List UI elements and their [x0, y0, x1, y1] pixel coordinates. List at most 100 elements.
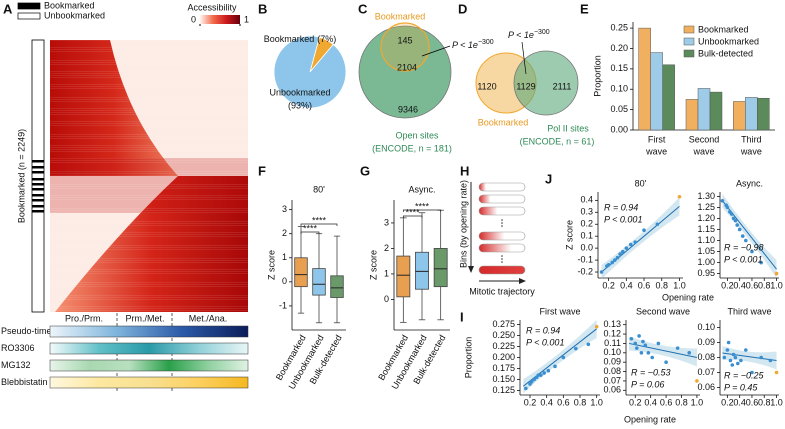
box [330, 275, 344, 298]
point [750, 249, 754, 254]
p-value: P < 1e−300 [508, 29, 550, 41]
box [433, 248, 448, 288]
x-tick-label: wave [692, 146, 714, 156]
y-tick-label: 0.10 [610, 84, 628, 94]
p-value-text: P < 1e [452, 40, 478, 50]
bookmark-stripe [32, 194, 44, 197]
panel-label: E [580, 1, 589, 16]
statistic: P < 0.001 [604, 214, 642, 224]
statistic: P = 0.45 [724, 382, 758, 392]
significance-bracket [300, 223, 338, 226]
y-tick-label: 1.05 [697, 246, 715, 256]
point [650, 355, 655, 360]
y-tick-label: 0.09 [697, 337, 715, 347]
y-tick-label: 0.10 [697, 322, 715, 332]
pie-label: Bookmarked (7%) [264, 34, 337, 44]
y-tick-label: 1.00 [697, 257, 715, 267]
set-note: (ENCODE, n = 61) [520, 136, 595, 146]
point [618, 252, 622, 256]
ellipsis-dot [501, 261, 503, 263]
y-axis-label: Z score [368, 250, 378, 280]
x-tick-label: 1.0 [673, 280, 686, 290]
bin [478, 182, 526, 192]
chart-title: Async. [408, 184, 435, 194]
bookmark-stripe [32, 210, 44, 213]
ellipsis-dot [501, 255, 503, 257]
y-tick-label: 0.150 [492, 374, 515, 384]
track-label: Pseudo-time [1, 326, 52, 336]
y-tick-label: 2 [282, 228, 287, 238]
point [599, 270, 604, 274]
x-tick-label: 0.2 [602, 280, 615, 290]
y-tick-label: 1.10 [697, 235, 715, 245]
point [722, 355, 727, 360]
y-tick-label: 0.06 [697, 382, 715, 392]
point [737, 227, 742, 232]
point [725, 205, 730, 210]
bar [638, 27, 651, 131]
point [546, 368, 551, 373]
y-tick-label: -1 [279, 300, 287, 310]
y-tick-label: 0.20 [610, 43, 628, 53]
point [768, 358, 773, 363]
bar [745, 97, 758, 131]
point [620, 249, 625, 254]
track-label: RO3306 [1, 343, 35, 353]
x-tick-label: 1.0 [770, 397, 783, 407]
confidence-band [601, 197, 680, 280]
point [728, 358, 733, 363]
box [312, 268, 326, 296]
bar [757, 97, 770, 131]
y-tick-label: 0 [282, 276, 287, 286]
pie-label: Unbookmarked [269, 87, 330, 97]
legend-swatch [17, 2, 41, 10]
point [774, 370, 779, 375]
bookmark-column [31, 39, 45, 313]
category-label: Bookmarked [264, 34, 315, 44]
point [610, 260, 614, 265]
bin [478, 243, 526, 253]
y-tick-label: 0.225 [492, 341, 515, 351]
y-tick-label: 0.25 [610, 22, 628, 32]
y-tick-label: 0.13 [603, 319, 621, 329]
venn-count: 9346 [398, 104, 418, 114]
point [733, 355, 738, 360]
bookmark-stripe [32, 205, 44, 208]
legend-label: Bulk-detected [698, 48, 753, 58]
y-tick-label: 0.07 [603, 375, 621, 385]
point [664, 360, 668, 364]
bookmark-stripe [32, 178, 44, 181]
panel-label: F [258, 163, 266, 178]
panel-label: H [460, 163, 469, 178]
statistic: P < 0.001 [526, 337, 564, 347]
statistic: R = 0.94 [604, 202, 638, 212]
y-tick-label: 0.05 [610, 104, 628, 114]
point [539, 373, 543, 377]
bookmark-stripe [32, 183, 44, 186]
point [639, 351, 644, 355]
y-tick-label: 1 [384, 268, 389, 278]
significance-bracket [402, 215, 423, 218]
colorbar-tick-label: 1 [244, 14, 249, 24]
point [633, 341, 638, 346]
point [606, 263, 611, 267]
legend-swatch [683, 25, 695, 34]
y-tick-label: 0.08 [603, 366, 621, 376]
bin [478, 231, 526, 241]
panel-label: I [460, 309, 464, 324]
point [744, 238, 748, 243]
p-value-text: P < 1e [508, 30, 534, 40]
y-tick-label: -0.1 [577, 254, 593, 264]
point [736, 361, 740, 366]
y-tick-label: 1.25 [697, 202, 715, 212]
point [613, 258, 617, 262]
point [574, 346, 578, 351]
point [744, 348, 748, 352]
point [655, 222, 660, 227]
bar [662, 64, 675, 131]
point [733, 218, 738, 223]
heatmap-band [50, 158, 248, 213]
bookmark-stripe [32, 188, 44, 191]
x-tick-label: wave [740, 146, 762, 156]
